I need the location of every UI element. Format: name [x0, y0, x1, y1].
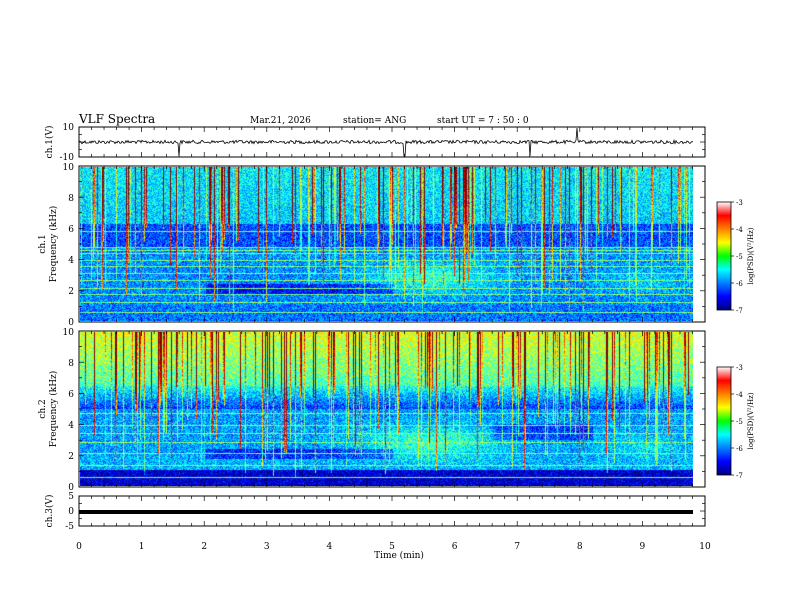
ch3-waveform-panel: 5 0 -5 ch.3(V) 0 1 2 3 4 5 6 7 8 9 10 Time (min) [44, 492, 711, 561]
time-axis-tick-labels: 0 1 2 3 4 5 6 7 8 9 10 [76, 542, 711, 552]
ch1-spec-ytick-4: 4 [68, 256, 74, 266]
ch1-ytick-neg10: -10 [60, 153, 75, 163]
ch1-colorbar [716, 201, 732, 311]
ch2-cb-tick-neg4: -4 [736, 391, 743, 399]
ch1-waveform-panel: 10 -10 ch.1(V) [44, 123, 706, 163]
ch1-spec-ytick-6: 6 [68, 225, 74, 235]
ch2-spectrogram-ticks [78, 330, 706, 488]
ch1-spectrogram-image [80, 167, 693, 321]
ch2-spectrogram-panel: 0 2 4 6 8 10 ch.2 Frequency (kHz) -3 -4 … [38, 328, 755, 493]
ch1-waveform-trace [78, 127, 694, 157]
time-xtick-4: 4 [327, 542, 333, 552]
ch2-colorbar [716, 366, 732, 476]
time-xtick-8: 8 [577, 542, 583, 552]
time-xtick-0: 0 [76, 542, 82, 552]
time-xtick-6: 6 [452, 542, 458, 552]
ch1-spectrogram-ylabel-freq: Frequency (kHz) [48, 206, 59, 283]
ch1-spec-ytick-8: 8 [68, 194, 74, 204]
ch3-waveform-ticks [78, 495, 706, 527]
ch2-spec-ytick-8: 8 [68, 359, 74, 369]
ch1-cb-tick-neg6: -6 [736, 280, 743, 288]
ch1-spectrogram-ylabel-channel: ch.1 [38, 234, 48, 253]
ch1-cb-tick-neg5: -5 [736, 253, 743, 261]
ch2-cb-tick-neg6: -6 [736, 445, 743, 453]
start-time-label: start UT = 7 : 50 : 0 [437, 116, 529, 126]
ch2-colorbar-label: log(PSD)(V²/Hz) [747, 392, 755, 449]
time-xtick-10: 10 [699, 542, 711, 552]
ch2-spectrogram-image [80, 332, 693, 486]
time-xtick-5: 5 [389, 542, 395, 552]
ch2-colorbar-ticks [731, 366, 734, 476]
ch1-colorbar-label: log(PSD)(V²/Hz) [747, 227, 755, 284]
ch1-spec-ytick-2: 2 [68, 287, 74, 297]
time-xtick-7: 7 [514, 542, 520, 552]
station-label: station= ANG [343, 116, 406, 126]
ch1-spectrogram-panel: 0 2 4 6 8 10 ch.1 Frequency (kHz) -3 -4 … [38, 163, 755, 328]
ch1-cb-tick-neg7: -7 [736, 307, 743, 315]
ch3-ytick-0: 0 [68, 507, 74, 517]
time-xtick-1: 1 [139, 542, 145, 552]
ch2-spec-ytick-2: 2 [68, 452, 74, 462]
ch1-spec-ytick-0: 0 [68, 318, 74, 328]
time-xtick-3: 3 [264, 542, 270, 552]
ch1-waveform-ticks [78, 126, 706, 158]
ch1-waveform-ylabel: ch.1(V) [44, 126, 55, 159]
time-xtick-2: 2 [201, 542, 207, 552]
ch2-cb-tick-neg5: -5 [736, 418, 743, 426]
figure-title: VLF Spectra [78, 112, 155, 126]
ch1-spectrogram-ticks [78, 165, 706, 323]
ch1-spec-ytick-10: 10 [63, 163, 75, 173]
ch1-cb-tick-neg3: -3 [736, 199, 743, 207]
ch2-cb-tick-neg3: -3 [736, 364, 743, 372]
ch2-spec-ytick-0: 0 [68, 483, 74, 493]
ch2-spec-ytick-6: 6 [68, 390, 74, 400]
ch2-spec-ytick-4: 4 [68, 421, 74, 431]
ch1-cb-tick-neg4: -4 [736, 226, 743, 234]
ch3-ytick-5: 5 [68, 492, 74, 502]
ch3-waveform-ylabel: ch.3(V) [44, 495, 55, 528]
ch1-ytick-10: 10 [63, 123, 75, 133]
ch2-spectrogram-ylabel-channel: ch.2 [38, 399, 48, 418]
ch1-colorbar-ticks [731, 201, 734, 311]
time-xtick-9: 9 [640, 542, 646, 552]
time-axis-label: Time (min) [374, 550, 424, 561]
ch2-cb-tick-neg7: -7 [736, 472, 743, 480]
ch2-spec-ytick-10: 10 [63, 328, 75, 338]
ch2-spectrogram-ylabel-freq: Frequency (kHz) [48, 371, 59, 448]
date-label: Mar.21, 2026 [250, 116, 311, 126]
ch3-ytick-neg5: -5 [65, 522, 74, 532]
